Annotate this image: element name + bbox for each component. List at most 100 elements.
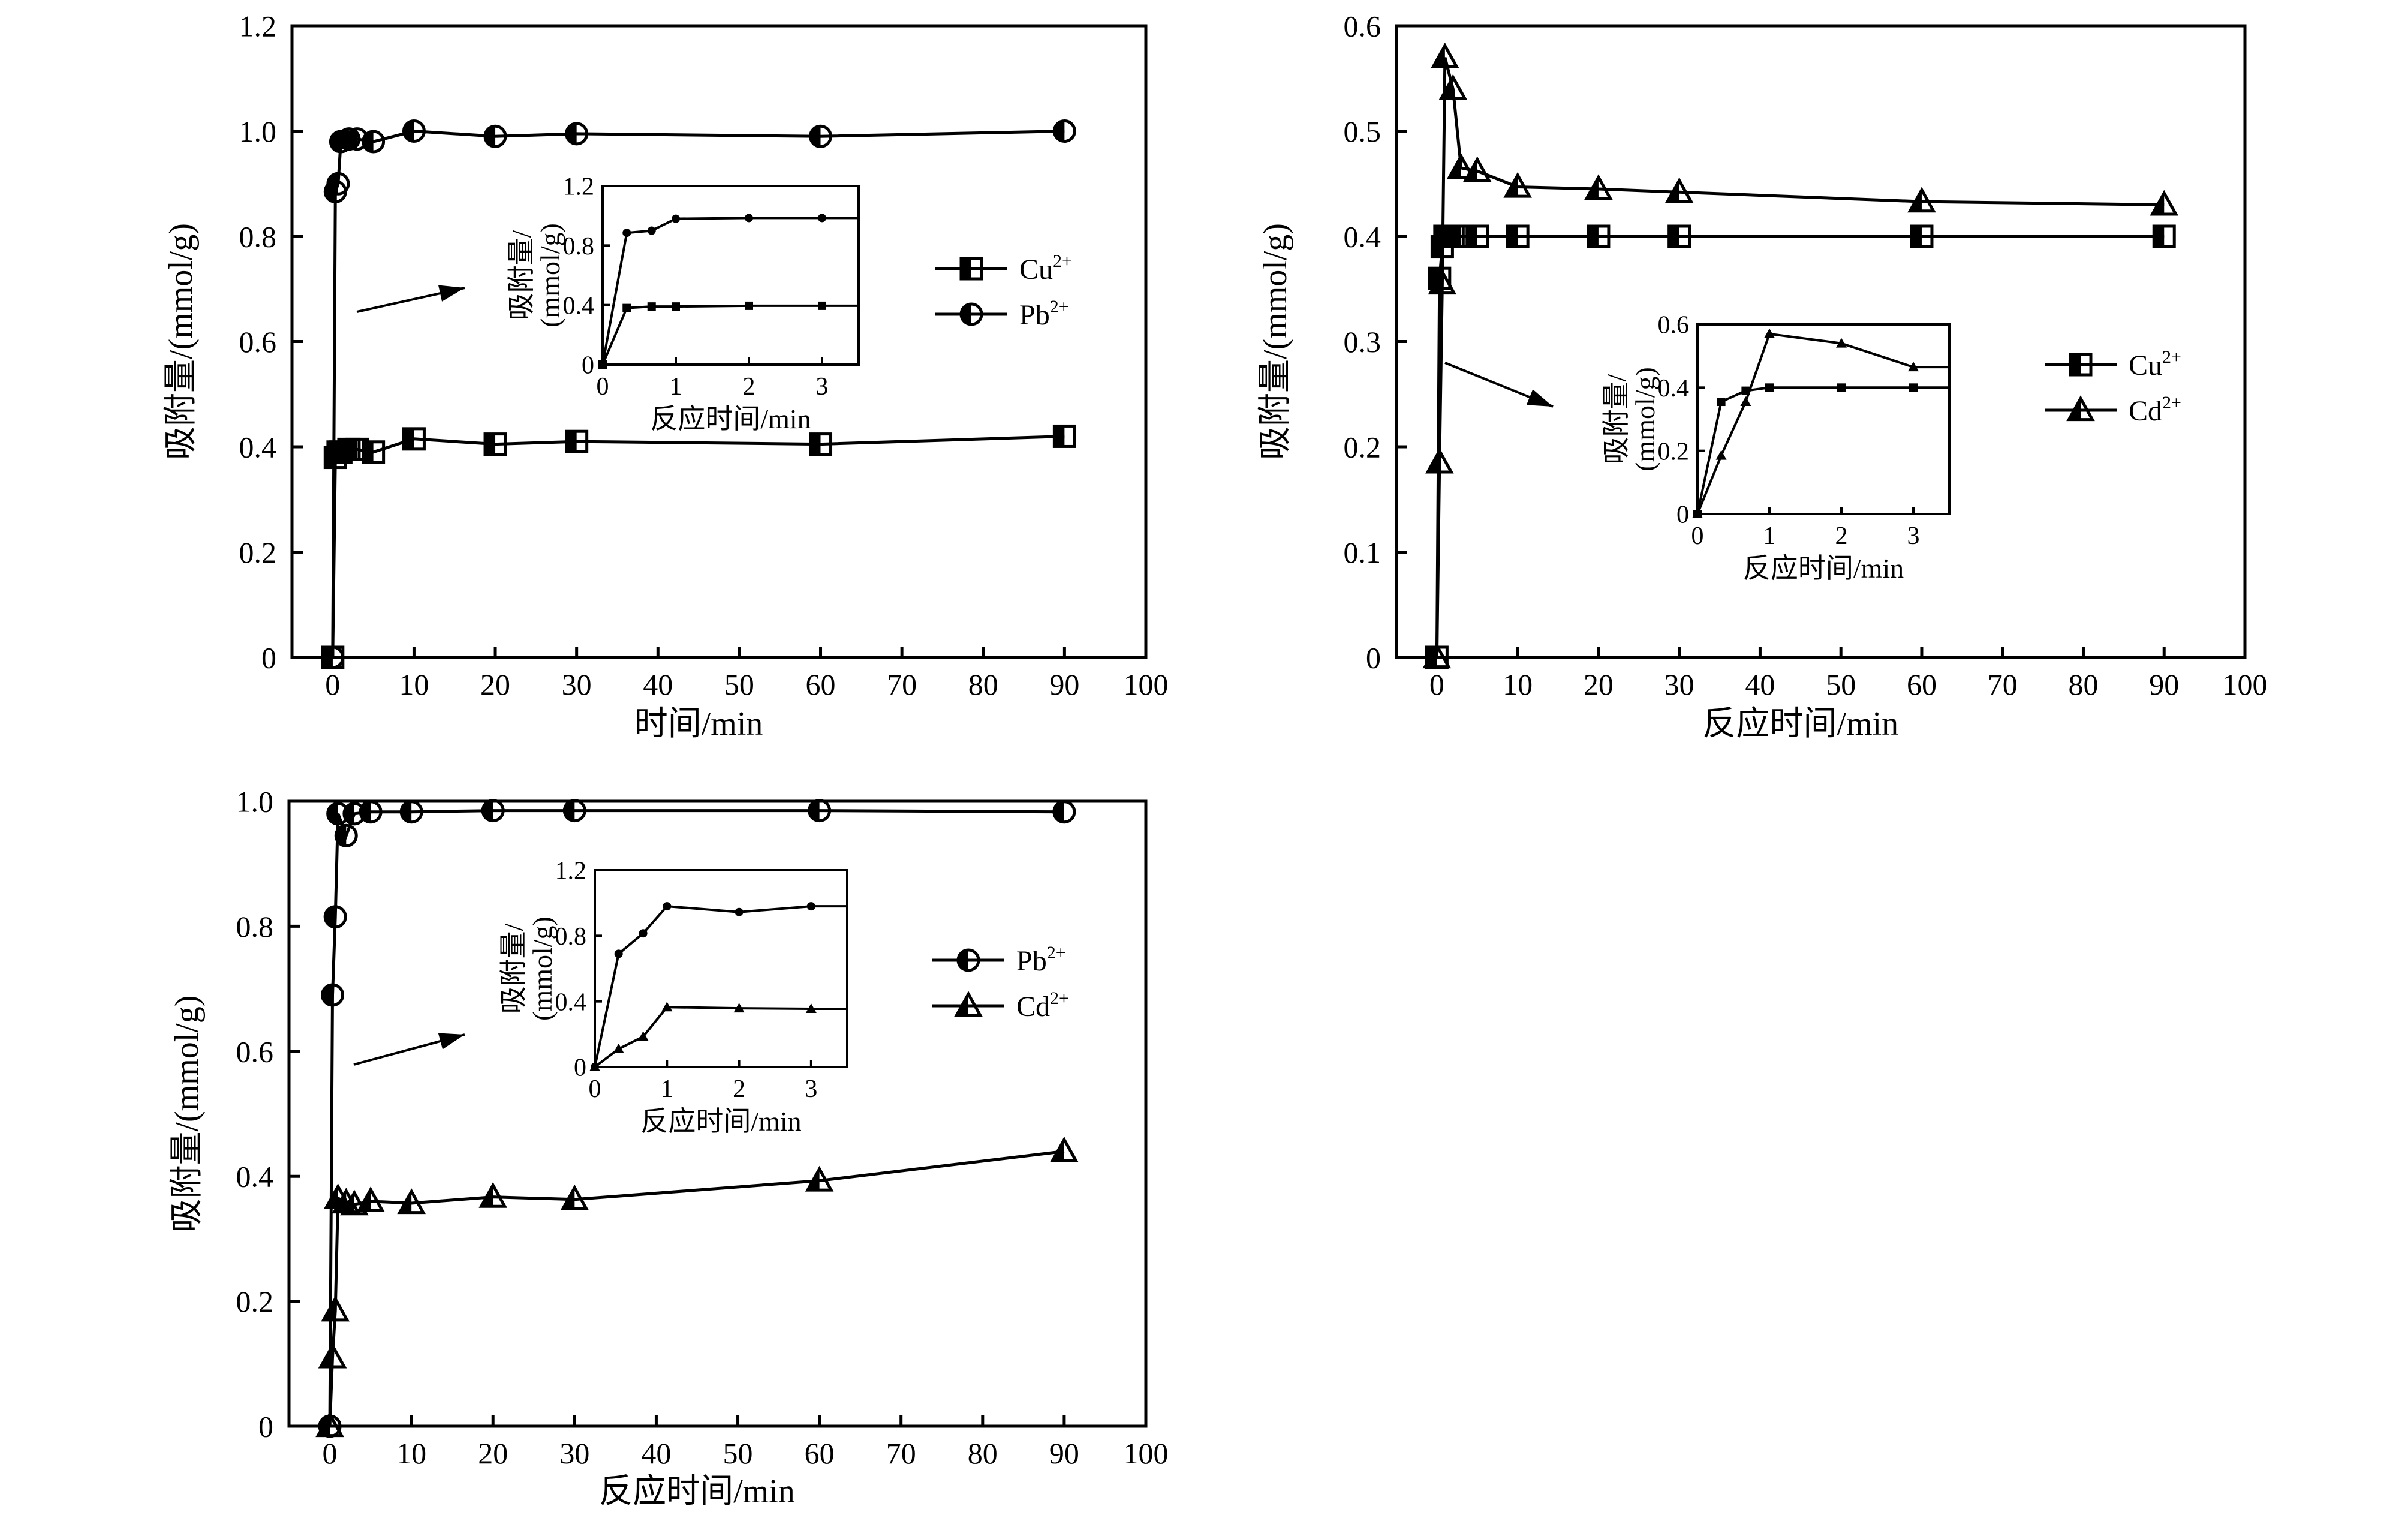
marker-outline	[321, 1295, 350, 1322]
data-point	[1425, 447, 1454, 474]
marker-outline	[1907, 187, 1936, 213]
marker-outline	[1052, 800, 1076, 824]
marker-outline	[1910, 224, 1934, 248]
x-tick-label: 0	[323, 1436, 338, 1470]
inset-data-point	[745, 301, 753, 310]
inset-data-point	[1765, 383, 1774, 392]
inset-data-point	[805, 1003, 817, 1013]
data-point	[1462, 156, 1492, 182]
data-point	[1431, 42, 1459, 68]
data-point	[362, 440, 386, 464]
marker-half-fill	[1669, 226, 1679, 247]
legend-ion-name: Cu	[2129, 350, 2162, 381]
inset-data-point	[622, 303, 631, 312]
data-point	[1506, 224, 1530, 248]
legend-label-pb: Pb2+	[1019, 297, 1069, 331]
legend-marker-pb	[959, 302, 983, 326]
x-tick-label: 20	[480, 668, 510, 701]
inset-series-markers	[589, 1002, 817, 1071]
inset-data-point	[1764, 328, 1775, 338]
inset-background	[1697, 324, 1949, 514]
data-point	[321, 1295, 350, 1322]
inset-chart: 0 1 2 3 0 0.4 0.8 1.2 反应时间/min 吸附量/(mmol/g)	[506, 173, 860, 434]
legend-marker-cd	[954, 991, 983, 1017]
y-tick-label: 0.8	[236, 910, 274, 943]
data-point	[1050, 1136, 1079, 1162]
inset-data-point	[622, 229, 631, 238]
marker-outline	[362, 130, 386, 154]
inset-x-tick-label: 2	[1835, 522, 1848, 550]
x-tick-label: 70	[886, 1436, 916, 1470]
legend-label-pb: Pb2+	[1016, 943, 1066, 977]
inset-y-axis-title-line1: 吸附量/	[506, 230, 537, 320]
inset-x-tick-label: 1	[670, 373, 682, 401]
inset-x-tick-label: 2	[743, 373, 755, 401]
inset-data-point	[647, 302, 656, 311]
x-tick-label: 80	[968, 668, 998, 701]
data-point	[359, 800, 383, 824]
x-tick-label: 0	[1429, 668, 1444, 701]
inset-x-tick-label: 1	[1763, 522, 1776, 550]
y-tick-label: 0.5	[1344, 115, 1381, 148]
marker-outline	[808, 799, 832, 823]
x-tick-label: 30	[1664, 668, 1694, 701]
marker-outline	[562, 799, 586, 823]
data-point	[323, 905, 347, 929]
inset-x-tick-label: 3	[1907, 522, 1920, 550]
x-tick-label: 60	[806, 668, 836, 701]
y-tick-label: 1.0	[239, 115, 277, 148]
inset-y-tick-label: 0.2	[1658, 438, 1690, 465]
x-tick-label: 10	[1503, 668, 1533, 701]
inset-plot-frame	[594, 869, 848, 1068]
marker-outline	[1425, 447, 1454, 474]
marker-outline	[1050, 1136, 1079, 1162]
inset-series-markers	[591, 902, 815, 1071]
data-point	[1052, 424, 1076, 448]
legend-marker-cd	[2066, 395, 2095, 422]
y-tick-label: 0.4	[236, 1160, 274, 1194]
y-tick-label: 0	[1366, 641, 1381, 675]
marker-outline	[340, 1189, 369, 1216]
data-point	[562, 799, 586, 823]
marker-outline	[334, 823, 358, 847]
x-tick-label: 40	[1745, 668, 1775, 701]
x-tick-label: 80	[968, 1436, 998, 1470]
data-point	[565, 429, 589, 453]
inset-y-axis-title-line2: (mmol/g)	[527, 916, 558, 1021]
y-tick-label: 0.1	[1344, 536, 1381, 569]
marker-outline	[2152, 224, 2176, 248]
inset-data-point	[1717, 398, 1726, 407]
legend-ion-charge: 2+	[2162, 347, 2181, 367]
marker-half-fill	[404, 428, 414, 449]
data-point	[337, 127, 361, 151]
marker-half-fill	[1450, 226, 1461, 247]
marker-outline	[321, 645, 345, 669]
data-point	[402, 427, 426, 451]
inset-data-point	[614, 949, 623, 958]
series-line-cd	[328, 1150, 1065, 1427]
data-point	[1438, 74, 1468, 100]
legend-label-cu: Cu2+	[1019, 251, 1072, 285]
marker-outline	[1503, 172, 1532, 198]
inset-series-markers	[598, 214, 826, 369]
y-tick-label: 0	[258, 1410, 273, 1444]
marker-half-fill	[2070, 354, 2081, 375]
inset-chart: 0 1 2 3 0 0.4 0.8 1.2 反应时间/min 吸附量/(mmol/g)	[498, 858, 848, 1137]
legend-label-cd: Cd2+	[1016, 988, 1069, 1023]
legend-ion-name: Cu	[1019, 254, 1053, 285]
data-point	[1907, 187, 1936, 213]
x-tick-label: 100	[2223, 668, 2268, 701]
data-point	[399, 800, 423, 824]
series-markers-cu	[321, 424, 1076, 669]
data-point	[1584, 174, 1613, 200]
inset-data-point	[661, 1002, 673, 1012]
marker-outline	[397, 1188, 426, 1215]
marker-outline	[402, 119, 426, 143]
data-point	[1910, 224, 1934, 248]
data-point	[321, 983, 345, 1007]
x-tick-label: 90	[1049, 1436, 1079, 1470]
inset-y-tick-label: 0.8	[555, 923, 587, 951]
inset-y-tick-label: 0.4	[555, 988, 587, 1016]
x-tick-label: 20	[1584, 668, 1614, 701]
inset-data-point	[1692, 509, 1703, 518]
